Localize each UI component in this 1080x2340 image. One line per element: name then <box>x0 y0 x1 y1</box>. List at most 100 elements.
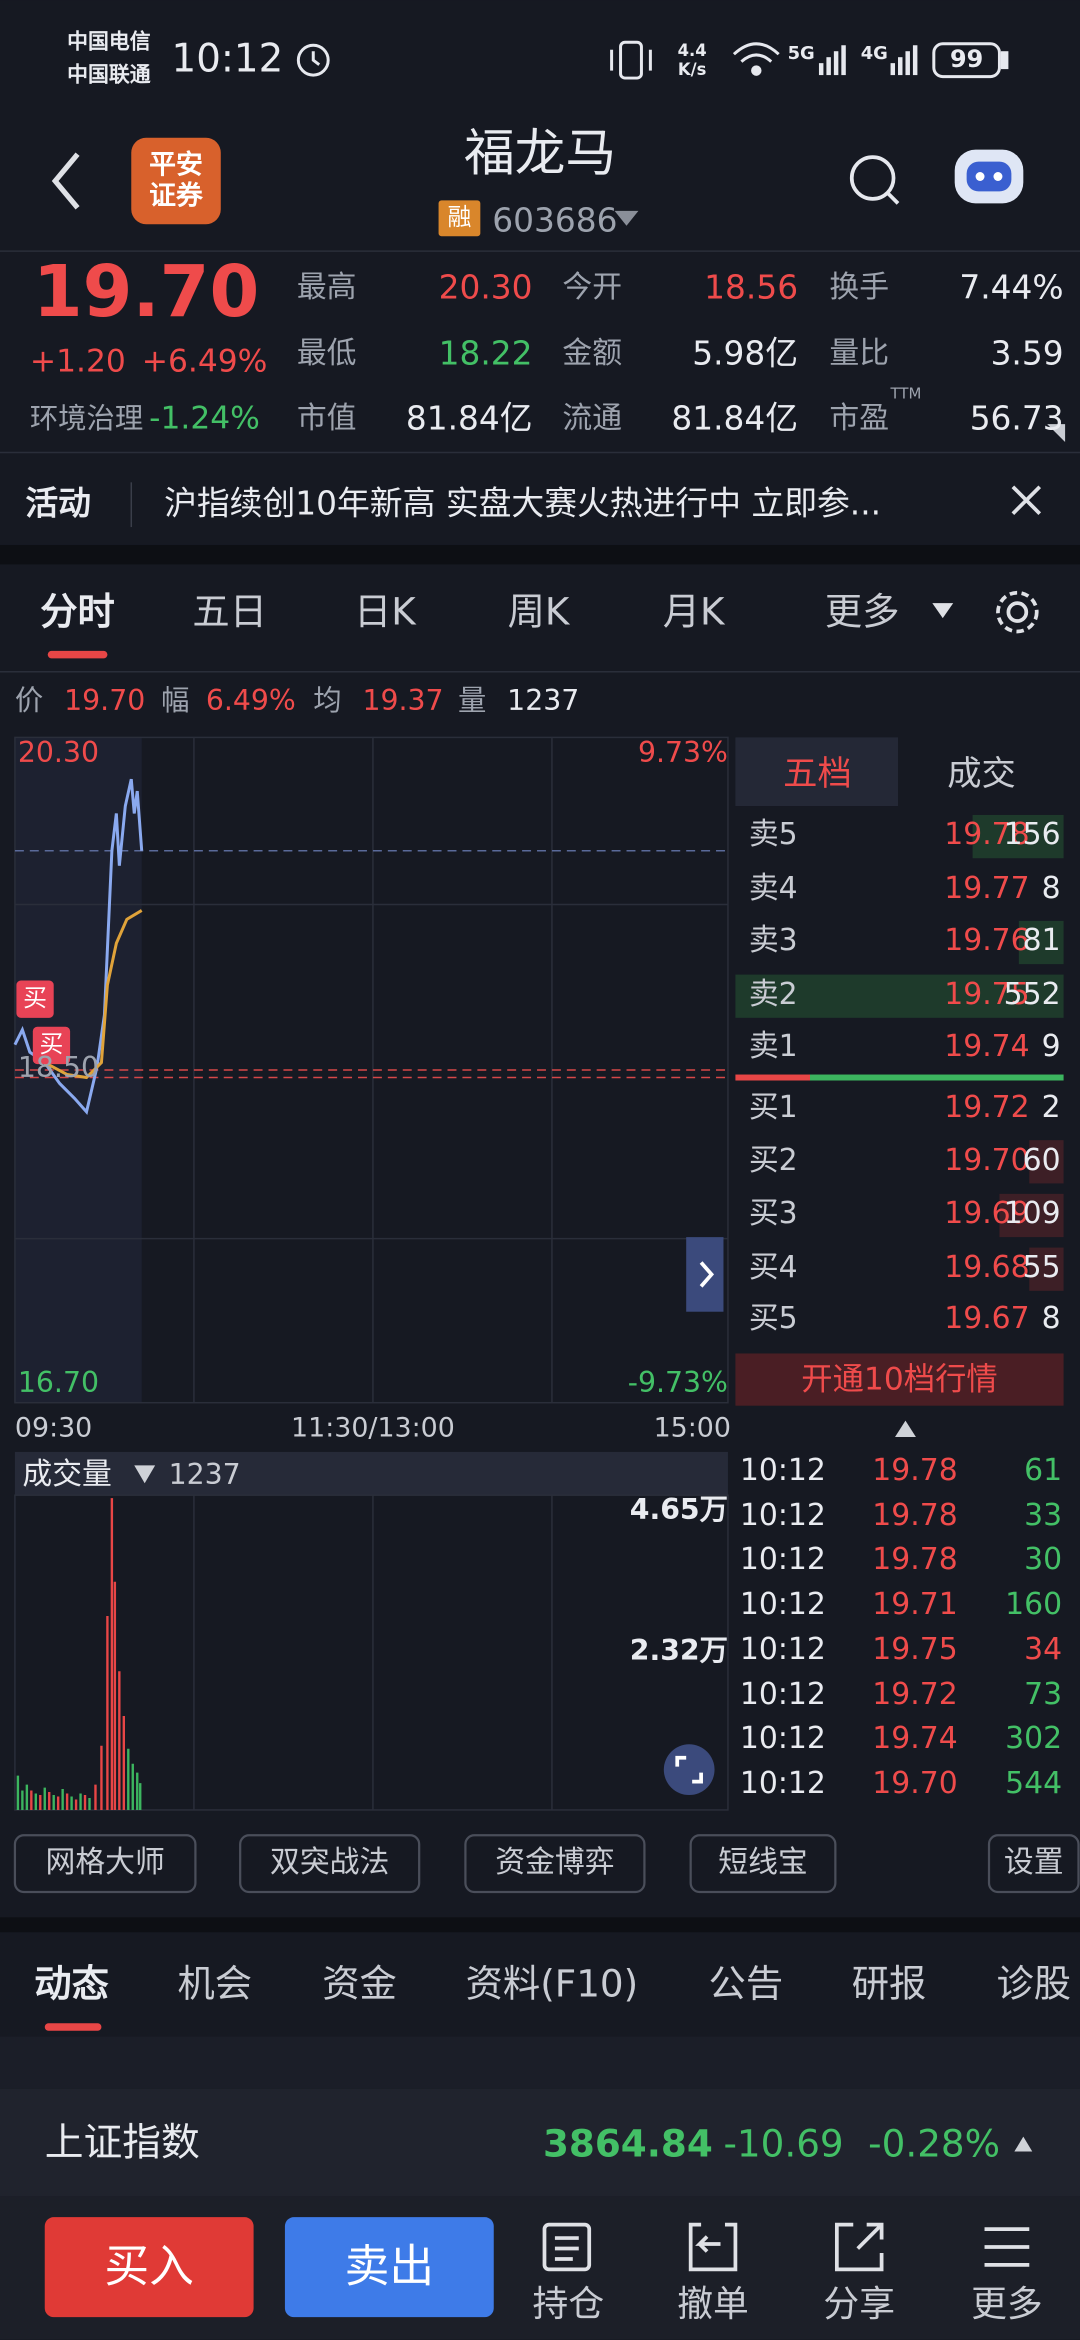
buy-button[interactable]: 买入 <box>104 2240 194 2294</box>
order-book-graphics-part <box>1029 1140 1064 1184</box>
tool-buttons[interactable] <box>13 1834 1080 1894</box>
news-tab[interactable]: 公告 <box>708 1961 784 2006</box>
assistant-button-part[interactable] <box>975 172 985 181</box>
tool-button[interactable]: 短线宝 <box>718 1845 808 1881</box>
news-tab[interactable]: 动态 <box>34 1961 109 2006</box>
tool-buttons-part[interactable] <box>13 1834 197 1894</box>
y-label: 2.32万 <box>629 1634 728 1668</box>
chart-tab[interactable]: 月K <box>662 588 725 633</box>
index-name: 上证指数 <box>44 2120 200 2166</box>
tool-button[interactable]: 网格大师 <box>45 1845 165 1881</box>
stat-label: 今开 <box>562 269 623 305</box>
upgrade-button[interactable]: 开通10档行情 <box>801 1361 998 1398</box>
order-book-graphics-part <box>999 1193 1064 1238</box>
book-volume: 2 <box>1041 1090 1061 1126</box>
status-icons-part <box>932 42 1001 79</box>
logo-text: 平安 <box>149 149 203 181</box>
volume-label[interactable]: 成交量 <box>22 1457 112 1493</box>
settings-button-part[interactable] <box>1006 601 1029 623</box>
trade-volume: 544 <box>1005 1766 1063 1802</box>
settings-button-part[interactable] <box>996 590 1039 634</box>
status-icons-part <box>296 43 330 77</box>
trade-marker: 买 <box>39 1030 64 1058</box>
news-tab[interactable]: 资料(F10) <box>465 1961 639 2006</box>
tool-buttons-part[interactable] <box>987 1834 1080 1894</box>
news-tab[interactable]: 机会 <box>177 1961 253 2006</box>
margin-badge: 融 <box>447 202 472 231</box>
tool-button[interactable]: 资金博弈 <box>495 1845 615 1881</box>
action-label[interactable]: 持仓 <box>532 2283 605 2325</box>
order-book-graphics-part <box>735 1353 1064 1406</box>
activity-text[interactable]: 沪指续创10年新高 实盘大赛火热进行中 立即参... <box>164 484 882 523</box>
broker-logo <box>131 137 221 225</box>
book-tab[interactable]: 成交 <box>947 754 1016 795</box>
trade-time: 10:12 <box>739 1676 826 1712</box>
chart-tab[interactable]: 周K <box>507 588 570 633</box>
news-tab[interactable]: 研报 <box>851 1961 927 2006</box>
status-icons <box>296 40 1009 80</box>
action-icons[interactable] <box>542 2222 1030 2272</box>
news-tab[interactable]: 资金 <box>322 1961 397 2006</box>
chart-tab[interactable]: 更多 <box>824 588 900 633</box>
back-button[interactable] <box>51 152 80 210</box>
trade-time: 10:12 <box>739 1497 826 1533</box>
action-label[interactable]: 撤单 <box>677 2283 749 2325</box>
chart-tab[interactable]: 分时 <box>40 588 115 633</box>
stat-label: 市值 <box>296 401 357 437</box>
news-tab[interactable]: 诊股 <box>996 1961 1072 2006</box>
tool-buttons-part[interactable] <box>239 1834 421 1894</box>
search-button[interactable] <box>849 155 900 205</box>
stat-label: 流通 <box>562 401 623 437</box>
activity-label: 活动 <box>25 484 91 523</box>
book-volume: 552 <box>1003 977 1061 1013</box>
action-icons-part[interactable] <box>688 2222 738 2272</box>
trade-price: 19.74 <box>872 1721 958 1757</box>
index-toggle[interactable] <box>1014 2136 1033 2152</box>
sell-button[interactable]: 卖出 <box>344 2240 435 2294</box>
intraday-chart-part <box>699 1261 715 1288</box>
chart-tab[interactable]: 五日 <box>192 588 268 633</box>
order-book-graphics-part <box>735 974 1064 1018</box>
order-book-graphics-part <box>895 1420 916 1438</box>
book-level: 卖3 <box>748 923 798 959</box>
assistant-button[interactable] <box>954 149 1024 204</box>
intraday-chart-part <box>14 737 728 1403</box>
buy-button[interactable] <box>44 2217 254 2318</box>
close-button[interactable] <box>1011 485 1042 515</box>
tool-button[interactable]: 双突战法 <box>270 1845 390 1881</box>
search-button-part[interactable] <box>886 191 900 205</box>
stat-label: 市盈 <box>829 401 890 437</box>
assistant-button-part[interactable] <box>993 172 1003 181</box>
book-level: 卖4 <box>748 871 798 907</box>
book-volume: 9 <box>1041 1029 1061 1065</box>
assistant-button-part[interactable] <box>966 161 1012 192</box>
band <box>0 1917 1080 1933</box>
book-price: 19.68 <box>944 1250 1030 1286</box>
stat-value: 5.98亿 <box>692 334 799 373</box>
book-price: 19.76 <box>944 923 1030 959</box>
book-volume: 156 <box>1003 817 1061 853</box>
tool-buttons-part[interactable] <box>464 1834 646 1894</box>
book-price: 19.69 <box>944 1196 1030 1232</box>
action-label[interactable]: 更多 <box>971 2283 1043 2325</box>
code-dropdown[interactable] <box>614 210 639 226</box>
trade-price: 19.71 <box>872 1587 958 1623</box>
tool-button[interactable]: 设置 <box>1003 1845 1064 1881</box>
more-dropdown[interactable] <box>932 603 954 619</box>
book-tab[interactable]: 五档 <box>783 754 852 795</box>
search-button-part[interactable] <box>849 155 896 201</box>
settings-button[interactable] <box>996 590 1039 634</box>
chart-tab[interactable]: 日K <box>353 588 416 633</box>
trade-time: 10:12 <box>739 1587 826 1623</box>
index-value: 3864.84 <box>542 2120 713 2165</box>
sell-button[interactable] <box>284 2217 494 2318</box>
close-button-part[interactable] <box>1011 485 1042 515</box>
action-icons-part[interactable] <box>834 2222 884 2272</box>
tab-underline <box>47 650 108 659</box>
action-label[interactable]: 分享 <box>823 2283 896 2325</box>
intraday-chart-part <box>686 1237 724 1312</box>
action-icons-part[interactable] <box>542 2222 592 2272</box>
tool-buttons-part[interactable] <box>689 1834 837 1894</box>
book-level: 买1 <box>748 1090 798 1126</box>
